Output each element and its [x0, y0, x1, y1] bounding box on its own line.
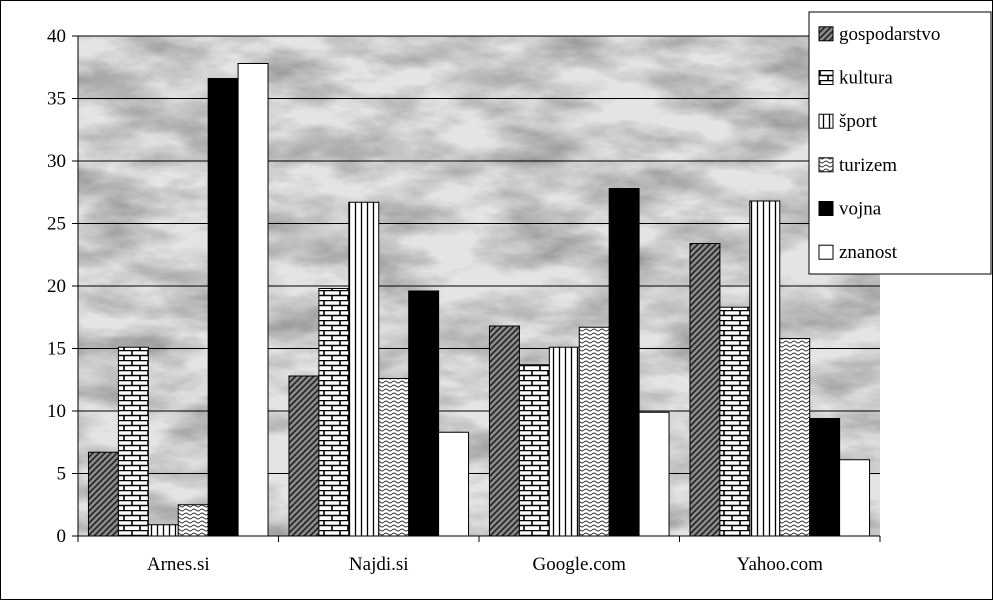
bar-šport-Google.com	[548, 346, 580, 537]
y-tick-label: 40	[47, 26, 66, 47]
bar-gospodarstvo-Arnes.si	[87, 451, 119, 537]
bar-gospodarstvo-Yahoo.com	[689, 243, 721, 537]
x-tick-label: Arnes.si	[147, 554, 210, 575]
bar-turizem-Najdi.si	[378, 378, 410, 537]
legend-label-gospodarstvo: gospodarstvo	[839, 24, 940, 45]
legend-label-turizem: turizem	[839, 155, 897, 176]
x-tick-labels: Arnes.si Najdi.si Google.com Yahoo.com	[147, 554, 823, 575]
y-tick-label: 20	[47, 276, 66, 297]
x-tick-label: Najdi.si	[349, 554, 409, 575]
legend-label-vojna: vojna	[839, 199, 882, 220]
x-tick-label: Yahoo.com	[737, 554, 823, 575]
y-tick-label: 5	[57, 464, 67, 485]
legend-swatch-kultura	[818, 70, 834, 85]
y-tick-label: 10	[47, 401, 66, 422]
y-tick-label: 15	[47, 339, 66, 360]
bar-kultura-Najdi.si	[318, 288, 350, 537]
bar-znanost-Arnes.si	[237, 63, 269, 537]
legend-label-šport: šport	[839, 111, 878, 132]
bar-znanost-Yahoo.com	[839, 459, 871, 537]
legend: gospodarstvo kultura šport turizem vojna znan…	[808, 11, 992, 275]
legend-swatch-gospodarstvo	[818, 26, 834, 42]
y-tick-label: 0	[57, 526, 67, 547]
legend-label-kultura: kultura	[839, 68, 893, 89]
legend-box	[808, 11, 992, 275]
y-tick-label: 30	[47, 151, 66, 172]
bar-turizem-Yahoo.com	[779, 338, 811, 537]
bar-turizem-Google.com	[578, 326, 610, 537]
bar-turizem-Arnes.si	[177, 504, 209, 537]
bar-kultura-Arnes.si	[117, 346, 149, 537]
bar-vojna-Najdi.si	[408, 290, 440, 537]
bar-kultura-Yahoo.com	[719, 306, 751, 537]
legend-label-znanost: znanost	[839, 242, 898, 263]
bar-vojna-Arnes.si	[207, 78, 239, 537]
bar-šport-Najdi.si	[348, 201, 380, 537]
axes	[72, 35, 881, 542]
legend-swatch-znanost	[818, 244, 834, 260]
legend-swatch-šport	[818, 113, 834, 129]
legend-swatch-turizem	[818, 157, 834, 173]
legend-swatch-vojna	[818, 201, 834, 216]
bar-šport-Yahoo.com	[749, 200, 781, 537]
bar-gospodarstvo-Najdi.si	[288, 375, 320, 537]
y-tick-label: 25	[47, 214, 66, 235]
y-tick-labels: 0 5 10 15 20 25 30 35 40	[47, 26, 66, 547]
bar-šport-Arnes.si	[147, 524, 179, 537]
x-tick-label: Google.com	[533, 554, 627, 575]
bar-kultura-Google.com	[518, 364, 550, 537]
bar-vojna-Google.com	[608, 188, 640, 537]
bar-gospodarstvo-Google.com	[488, 325, 520, 537]
bar-znanost-Najdi.si	[438, 431, 470, 537]
bar-znanost-Google.com	[638, 411, 670, 537]
bars	[87, 63, 871, 537]
y-tick-label: 35	[47, 89, 66, 110]
bar-vojna-Yahoo.com	[809, 418, 841, 537]
